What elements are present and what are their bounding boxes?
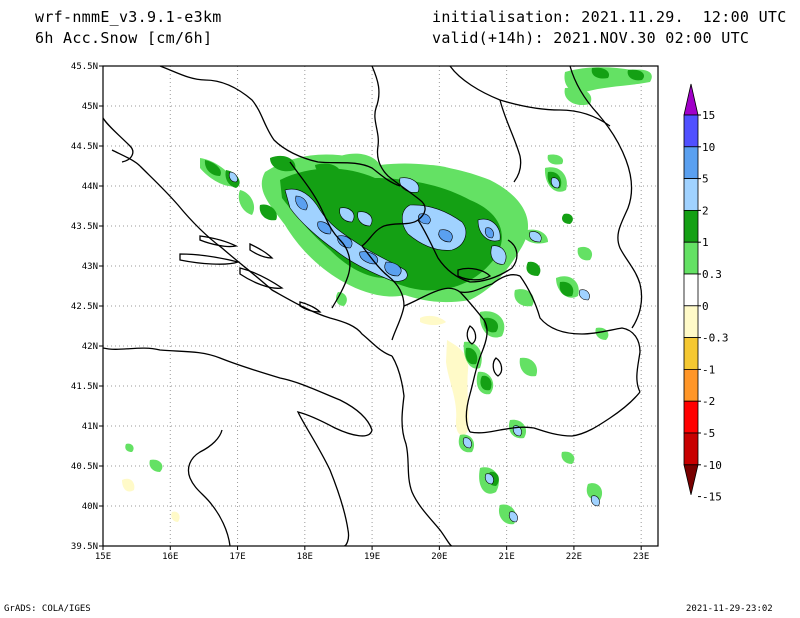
lon-axis-labels: 15E 16E 17E 18E 19E 20E 21E 22E 23E — [95, 552, 649, 562]
render-timestamp: 2021-11-29-23:02 — [686, 604, 773, 614]
lon-label: 16E — [162, 552, 178, 562]
init-time: initialisation: 2021.11.29. 12:00 UTC — [432, 8, 787, 26]
colorbar-label: -15 — [702, 491, 722, 504]
map-frame — [102, 65, 659, 547]
field-title: 6h Acc.Snow [cm/6h] — [35, 29, 213, 47]
colorbar-label: -2 — [702, 395, 715, 408]
colorbar-label: -1 — [702, 363, 715, 376]
lon-label: 19E — [364, 552, 380, 562]
lon-label: 20E — [431, 552, 447, 562]
colorbar-label: 0 — [702, 300, 709, 313]
grads-credit: GrADS: COLA/IGES — [4, 604, 91, 614]
grid-lines — [103, 66, 658, 546]
lat-label: 42.5N — [71, 302, 98, 312]
lon-label: 21E — [499, 552, 515, 562]
lat-label: 41.5N — [71, 382, 98, 392]
colorbar-label: 10 — [702, 141, 715, 154]
lat-label: 39.5N — [71, 542, 98, 552]
colorbar-swatch — [683, 337, 699, 370]
lon-label: 15E — [95, 552, 111, 562]
colorbar: 15 10 5 2 1 0.3 0 -0.3 -1 -2 -5 -10 -15 — [683, 83, 729, 504]
lat-label: 45N — [82, 102, 98, 112]
valid-time: valid(+14h): 2021.NOV.30 02:00 UTC — [432, 29, 750, 47]
colorbar-swatch — [683, 178, 699, 211]
colorbar-swatch — [683, 368, 699, 402]
colorbar-bottom-arrow — [683, 464, 699, 495]
lon-label: 22E — [566, 552, 582, 562]
colorbar-label: 1 — [702, 236, 709, 249]
snow-light — [125, 67, 652, 525]
colorbar-label: -10 — [702, 459, 722, 472]
colorbar-label: -0.3 — [702, 332, 729, 345]
colorbar-top-arrow — [683, 83, 699, 116]
lat-label: 45.5N — [71, 62, 98, 72]
colorbar-swatch — [683, 146, 699, 180]
colorbar-swatch — [683, 432, 699, 466]
colorbar-swatch — [683, 114, 699, 148]
lon-label: 23E — [633, 552, 649, 562]
colorbar-label: -5 — [702, 427, 715, 440]
snow-medium — [204, 67, 645, 486]
colorbar-swatch — [683, 209, 699, 243]
model-title: wrf-nmmE_v3.9.1-e3km — [35, 8, 222, 26]
colorbar-label: 15 — [702, 109, 715, 122]
coastlines-borders — [103, 66, 643, 546]
lat-label: 41N — [82, 422, 98, 432]
lat-label: 43N — [82, 262, 98, 272]
lat-label: 42N — [82, 342, 98, 352]
colorbar-label: 0.3 — [702, 268, 722, 281]
lat-label: 44N — [82, 182, 98, 192]
colorbar-label: 5 — [702, 173, 709, 186]
lat-label: 40N — [82, 502, 98, 512]
colorbar-label: 2 — [702, 204, 709, 217]
snow-field — [122, 67, 652, 525]
lat-label: 43.5N — [71, 222, 98, 232]
colorbar-swatch — [683, 241, 699, 275]
colorbar-swatch — [683, 305, 699, 338]
lat-axis-labels: 45.5N 45N 44.5N 44N 43.5N 43N 42.5N 42N 41.5N 41N… — [71, 62, 98, 552]
lat-label: 44.5N — [71, 142, 98, 152]
colorbar-swatch — [683, 400, 699, 434]
negative-areas — [122, 315, 469, 522]
lon-label: 17E — [229, 552, 245, 562]
axis-ticks — [99, 65, 642, 550]
colorbar-swatch — [683, 273, 699, 307]
lon-label: 18E — [297, 552, 313, 562]
lat-label: 40.5N — [71, 462, 98, 472]
